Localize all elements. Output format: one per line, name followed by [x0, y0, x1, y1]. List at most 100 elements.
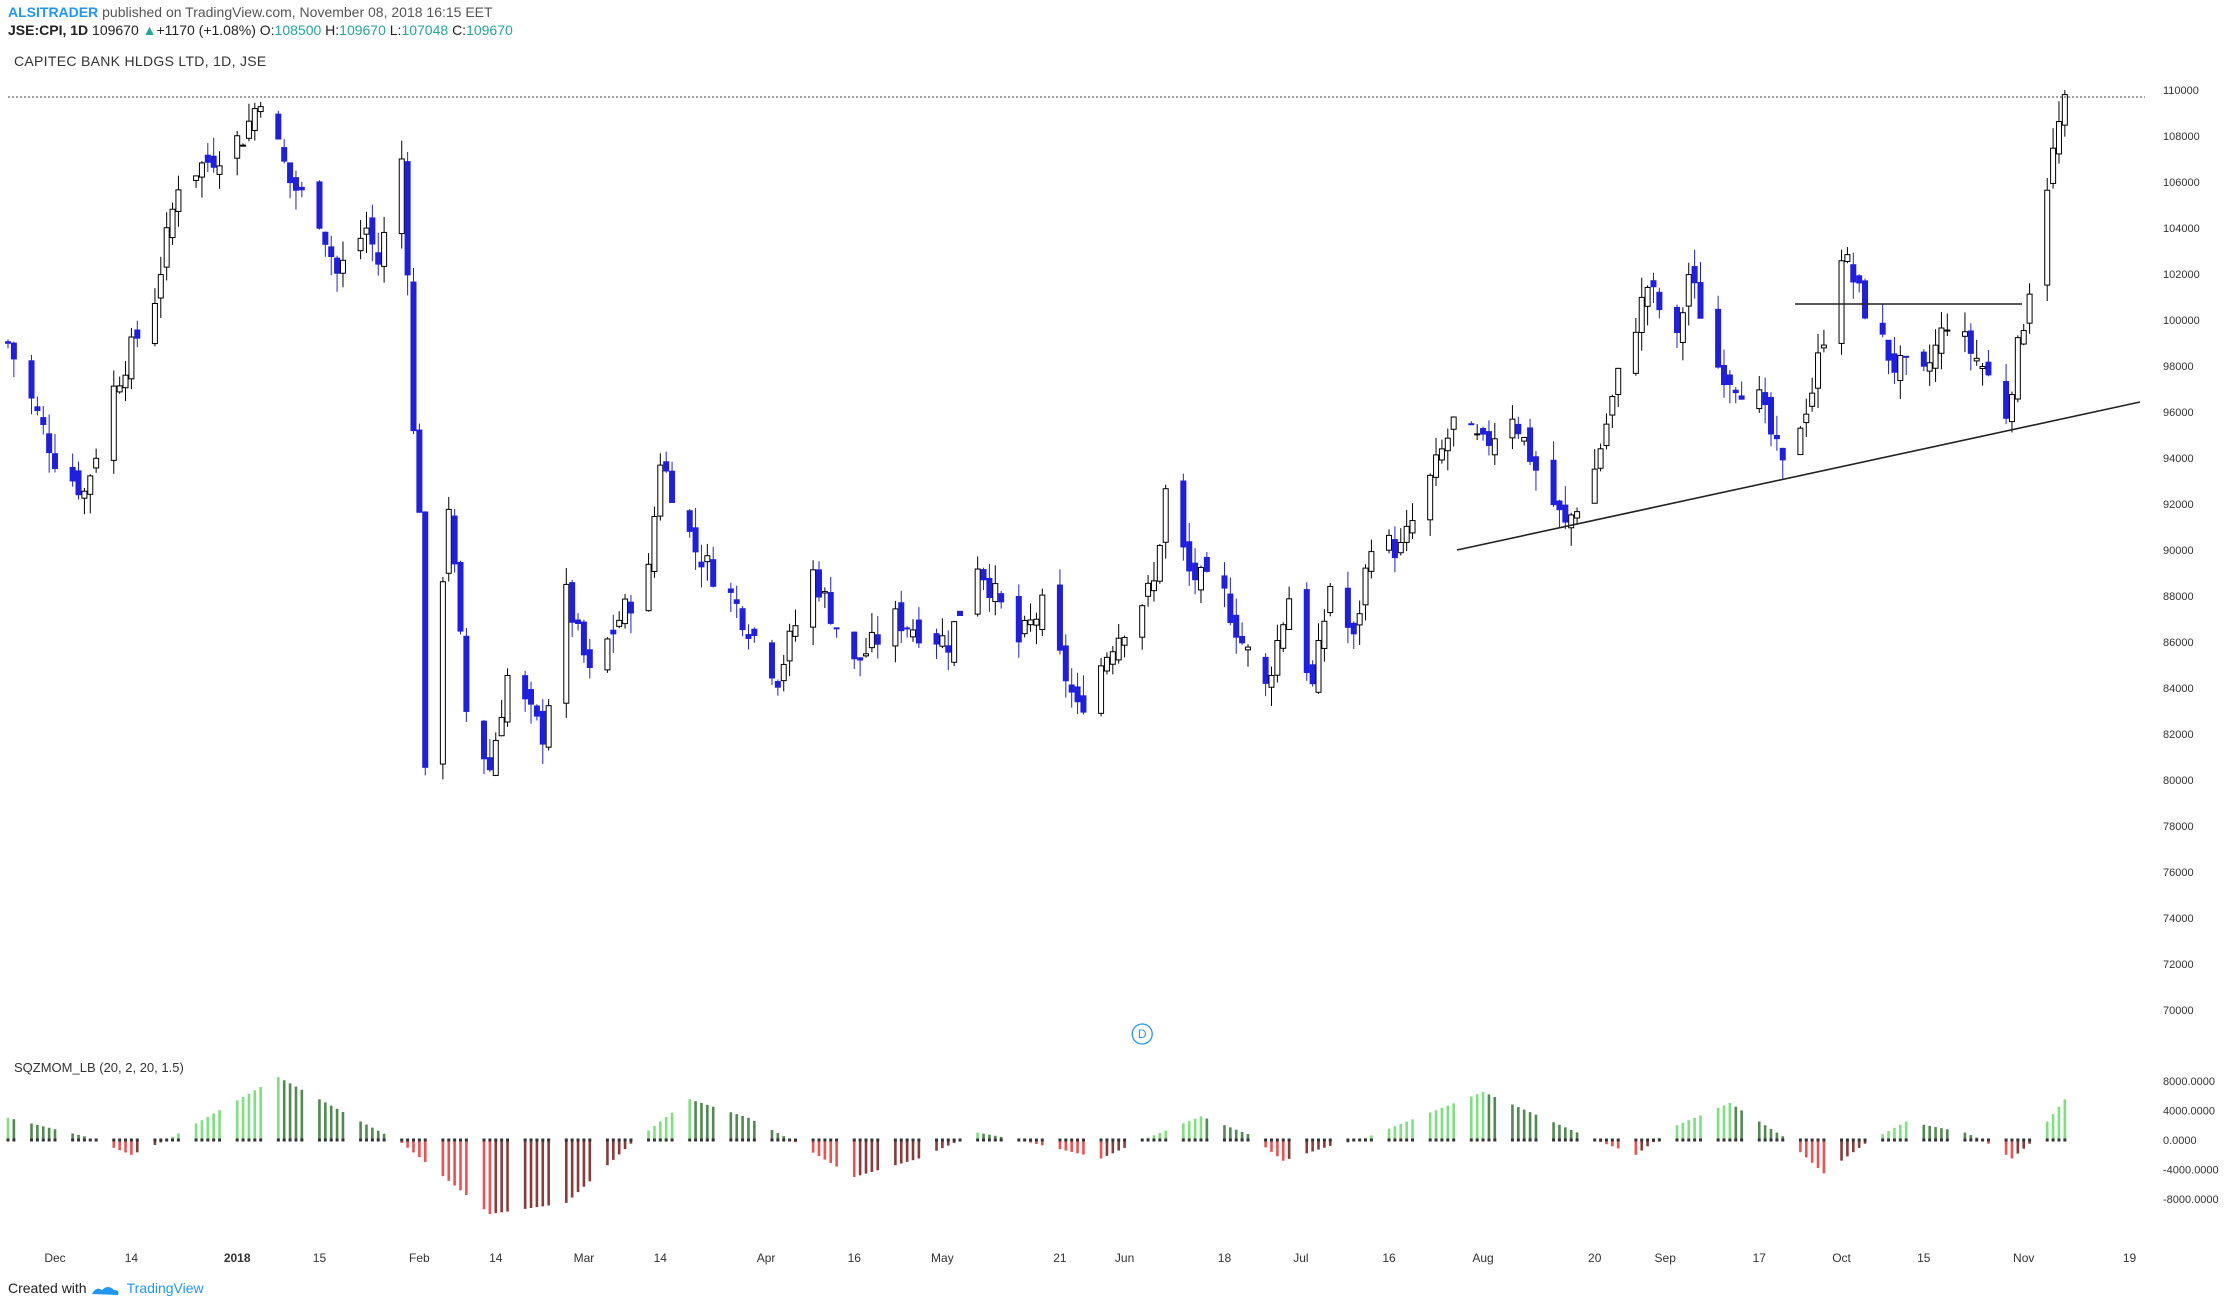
time-axis[interactable]: Dec 14 2018 15 Feb 14 Mar 14 Apr 16 May 21 Jun 18 Jul 1…: [44, 1251, 2136, 1265]
candle: [81, 488, 88, 515]
squeeze-dot: [1140, 1138, 1144, 1142]
footer-brand[interactable]: TradingView: [126, 1280, 204, 1296]
candle: [457, 560, 464, 635]
candle: [2003, 364, 2010, 425]
candle: [945, 630, 952, 671]
squeeze-dot: [1840, 1138, 1844, 1142]
candle-body: [481, 720, 488, 760]
squeeze-dot: [500, 1138, 504, 1142]
candle: [1568, 512, 1575, 546]
candle: [204, 143, 211, 173]
squeeze-dot: [235, 1138, 239, 1142]
price-tick-label: 90000: [2163, 545, 2194, 557]
candle-body: [657, 464, 664, 517]
dividend-marker-icon[interactable]: [1131, 1023, 1153, 1045]
squeeze-dot: [741, 1138, 745, 1142]
candle-body: [710, 559, 717, 587]
candle-body: [445, 508, 452, 574]
candle: [40, 406, 47, 435]
candle: [134, 320, 141, 348]
candle-body: [234, 135, 241, 159]
squeeze-dot: [1892, 1138, 1896, 1142]
candle-body: [1650, 280, 1657, 288]
time-tick-label: Oct: [1832, 1251, 1851, 1265]
candle-body: [1474, 433, 1481, 436]
candle-body: [52, 453, 59, 469]
squeeze-dot: [1528, 1138, 1532, 1142]
squeeze-dot: [2057, 1138, 2061, 1142]
candle: [1773, 415, 1780, 451]
candle: [669, 461, 676, 503]
candle: [1344, 571, 1351, 644]
candle-body: [1967, 330, 1974, 354]
candle-body: [151, 303, 158, 345]
momentum-axis[interactable]: 8000.0000 4000.0000 0.0000 -4000.0000 -8000.…: [2163, 1076, 2219, 1206]
squeeze-dot: [1522, 1138, 1526, 1142]
squeeze-dot: [864, 1138, 868, 1142]
squeeze-dot: [1693, 1138, 1697, 1142]
candle-body: [1926, 362, 1933, 372]
candle: [610, 614, 617, 654]
squeeze-dot: [611, 1138, 615, 1142]
candle: [1738, 381, 1745, 400]
candle-body: [1244, 646, 1251, 651]
candle: [357, 220, 364, 260]
squeeze-dot: [370, 1138, 374, 1142]
candle: [1197, 565, 1204, 604]
squeeze-dot: [1863, 1138, 1867, 1142]
squeeze-dot: [2022, 1138, 2026, 1142]
squeeze-dot: [288, 1138, 292, 1142]
candle: [528, 681, 535, 724]
candle-body: [1197, 566, 1204, 591]
squeeze-dot: [1981, 1138, 1985, 1142]
candle-body: [1920, 351, 1927, 367]
candle: [34, 396, 41, 416]
candle: [1838, 249, 1845, 355]
candle: [1480, 426, 1487, 441]
trendline[interactable]: [1456, 401, 2141, 551]
candle-body: [486, 757, 493, 771]
squeeze-dot: [1604, 1138, 1608, 1142]
dividend-markers: DD: [1131, 1023, 1153, 1045]
candle-body: [116, 385, 123, 393]
squeeze-dot: [165, 1138, 169, 1142]
squeeze-dot: [1428, 1138, 1432, 1142]
candle-body: [1274, 640, 1281, 676]
squeeze-dot: [1146, 1138, 1150, 1142]
candle-body: [1068, 684, 1075, 693]
candle-body: [980, 569, 987, 581]
price-tick-label: 80000: [2163, 775, 2194, 787]
squeeze-dot: [1305, 1138, 1309, 1142]
candle: [1515, 416, 1522, 440]
candle: [586, 638, 593, 679]
squeeze-dot: [1816, 1138, 1820, 1142]
time-tick-label: 16: [1382, 1251, 1396, 1265]
candle: [1809, 377, 1816, 412]
time-tick-label: 14: [654, 1251, 668, 1265]
squeeze-dot: [1939, 1138, 1943, 1142]
candle: [739, 606, 746, 637]
candle-body: [281, 147, 288, 162]
momentum-tick-label: -4000.0000: [2163, 1165, 2219, 1177]
candle: [1068, 668, 1075, 708]
squeeze-dot: [746, 1138, 750, 1142]
squeeze-dot: [1328, 1138, 1332, 1142]
candle-body: [357, 237, 364, 252]
candle: [951, 621, 958, 667]
author-name[interactable]: ALSITRADER: [8, 4, 99, 20]
time-tick-label: Aug: [1472, 1251, 1493, 1265]
candle-body: [1180, 480, 1187, 548]
price-axis[interactable]: 110000 108000 106000 104000 102000 100000 9800…: [2163, 85, 2200, 1017]
candle-body: [986, 577, 993, 598]
candle-body: [1427, 474, 1434, 521]
squeeze-dot: [1646, 1138, 1650, 1142]
candle: [1262, 653, 1269, 697]
candle: [986, 563, 993, 612]
candle-body: [1062, 645, 1069, 682]
candle-body: [539, 710, 546, 745]
time-tick-label: Sep: [1655, 1251, 1677, 1265]
candle: [604, 637, 611, 673]
squeeze-dot: [417, 1138, 421, 1142]
candle: [2044, 178, 2051, 301]
